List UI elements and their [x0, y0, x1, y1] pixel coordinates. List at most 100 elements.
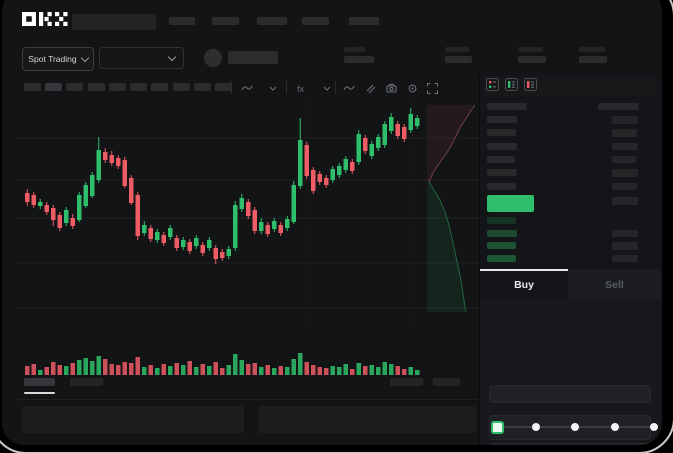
bid-price-bar: [487, 254, 516, 262]
orderbook-bid-row[interactable]: [480, 253, 661, 265]
stat-value: [344, 56, 374, 63]
orderbook-amount-bar: [612, 197, 638, 205]
chevron-down-icon: [80, 53, 89, 62]
stat-label: [445, 47, 469, 52]
fullscreen-icon[interactable]: [424, 80, 440, 96]
divider: [17, 399, 477, 400]
timeframe-button[interactable]: [215, 83, 232, 91]
orderbook-view-switch: [486, 78, 537, 94]
orderbook-bid-row[interactable]: [480, 228, 661, 240]
buy-order-form: [480, 299, 661, 445]
ask-amount-bar: [612, 129, 637, 137]
nav-item[interactable]: [302, 17, 329, 25]
orderbook-ask-row[interactable]: [480, 127, 661, 139]
timeframe-button[interactable]: [24, 83, 41, 91]
tab-buy[interactable]: Buy: [480, 269, 568, 299]
orders-table-placeholder: [258, 406, 476, 433]
orderbook-ask-row[interactable]: [480, 114, 661, 126]
orderbook-bid-row[interactable]: [480, 215, 661, 227]
orderbook-ask-row[interactable]: [480, 154, 661, 166]
divider: [335, 81, 336, 94]
orders-action[interactable]: [433, 378, 460, 386]
stat-label: [344, 47, 365, 52]
ask-amount-bar: [612, 182, 637, 190]
orderbook-ask-row[interactable]: [480, 181, 661, 193]
amount-slider[interactable]: [491, 421, 658, 434]
orderbook-bid-row[interactable]: [480, 240, 661, 252]
slider-stop[interactable]: [531, 423, 540, 431]
orders-tab[interactable]: [24, 378, 55, 386]
orderbook-asks-icon[interactable]: [524, 78, 537, 94]
screenshot-icon[interactable]: [383, 80, 399, 96]
timeframe-button[interactable]: [109, 83, 126, 91]
nav-item[interactable]: [212, 17, 239, 25]
bid-amount-bar: [612, 242, 638, 250]
coin-avatar: [204, 49, 222, 67]
nav-item[interactable]: [257, 17, 287, 25]
bid-price-bar: [487, 217, 516, 224]
orders-action[interactable]: [390, 378, 423, 386]
trade-tabbar: Buy Sell: [480, 269, 661, 299]
last-price-badge[interactable]: [487, 195, 534, 212]
bid-amount-bar: [612, 229, 638, 238]
stat-value: [579, 56, 607, 63]
timeframe-button[interactable]: [66, 83, 83, 91]
timeframe-button[interactable]: [130, 83, 147, 91]
caret-down-icon[interactable]: [318, 80, 334, 96]
ask-price-bar: [487, 155, 515, 163]
total-field[interactable]: [489, 443, 651, 445]
chevron-down-icon: [167, 52, 177, 61]
ask-price-bar: [487, 129, 516, 137]
stat-label: [518, 47, 543, 52]
bid-price-bar: [487, 242, 516, 250]
orders-table-placeholder: [22, 406, 244, 433]
ask-price-bar: [487, 116, 517, 123]
timeframe-button[interactable]: [194, 83, 211, 91]
orderbook-both-icon[interactable]: [486, 78, 499, 94]
chart-toolbar: fx: [2, 78, 479, 98]
tab-sell-label: Sell: [605, 279, 624, 291]
settings-icon[interactable]: [404, 80, 420, 96]
timeframe-button[interactable]: [88, 83, 105, 91]
price-field[interactable]: [489, 385, 651, 403]
active-tab-underline: [24, 392, 55, 394]
timeframe-button[interactable]: [45, 83, 62, 91]
nav-item-extra[interactable]: [350, 17, 377, 25]
ask-amount-bar: [612, 155, 636, 164]
stat-value: [518, 56, 546, 63]
global-search-input[interactable]: [72, 14, 156, 30]
candle-style-icon[interactable]: [239, 80, 255, 96]
market-type-selector[interactable]: Spot Trading: [22, 47, 94, 71]
slider-stop[interactable]: [571, 423, 579, 431]
slider-stop[interactable]: [610, 423, 619, 431]
bid-amount-bar: [612, 254, 638, 263]
compare-icon[interactable]: [362, 80, 378, 96]
bid-price-bar: [487, 229, 517, 237]
okx-logo: [22, 12, 68, 27]
orderbook-bids-icon[interactable]: [505, 78, 518, 94]
caret-down-icon[interactable]: [264, 80, 280, 96]
tab-sell[interactable]: Sell: [568, 269, 661, 299]
candlestick-chart[interactable]: [16, 98, 482, 380]
nav-item[interactable]: [169, 17, 195, 25]
line-tools-icon[interactable]: [341, 80, 357, 96]
market-type-label: Spot Trading: [28, 54, 77, 64]
timeframe-button[interactable]: [173, 83, 190, 91]
ask-price-bar: [487, 182, 516, 190]
slider-handle[interactable]: [491, 421, 504, 434]
orderbook-ask-row[interactable]: [480, 167, 661, 179]
indicators-icon[interactable]: fx: [293, 80, 309, 96]
app-window: Spot Trading fx: [2, 0, 662, 445]
ask-price-bar: [487, 169, 517, 177]
orderbook-ask-row[interactable]: [480, 141, 661, 153]
timeframe-button[interactable]: [151, 83, 168, 91]
slider-stop[interactable]: [650, 423, 658, 431]
ask-amount-bar: [612, 116, 638, 124]
stat-label: [579, 47, 605, 52]
pair-selector[interactable]: [99, 47, 184, 69]
ask-amount-bar: [612, 142, 638, 151]
orderbook-price-header: [487, 103, 527, 110]
orders-tab[interactable]: [70, 378, 103, 386]
ask-price-bar: [487, 142, 517, 150]
